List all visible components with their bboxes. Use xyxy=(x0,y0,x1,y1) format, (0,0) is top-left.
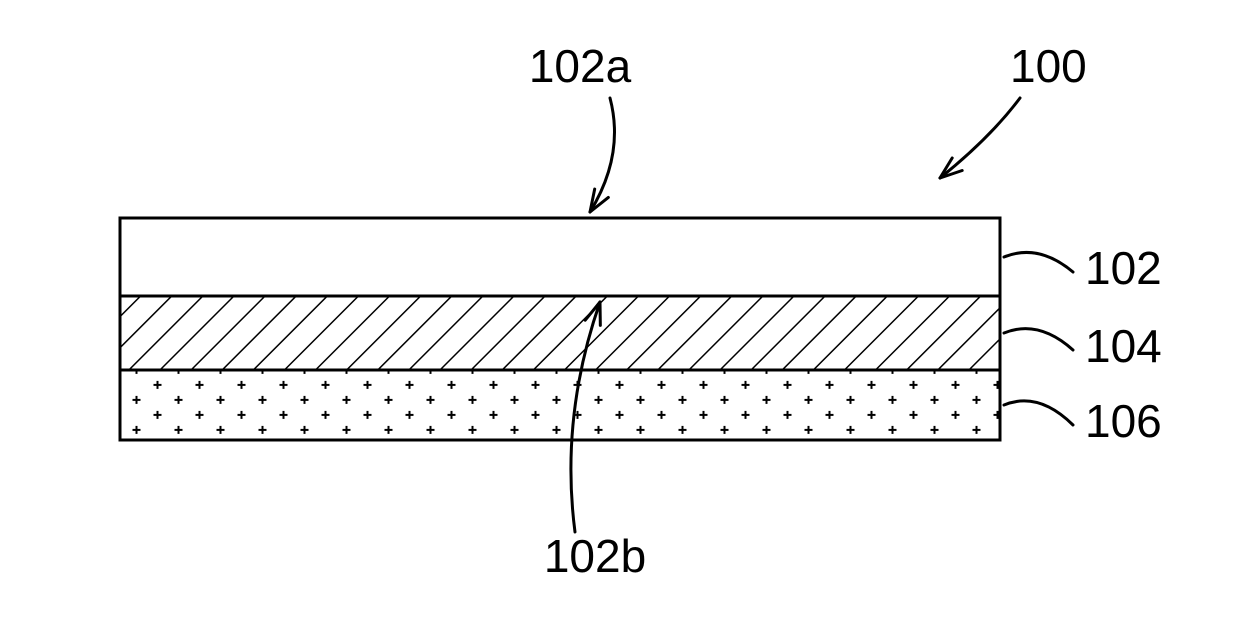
callout-104-text: 104 xyxy=(1085,320,1162,372)
callout-102a xyxy=(590,98,615,212)
layer-104 xyxy=(120,296,1000,370)
label-102b: 102b xyxy=(544,530,646,582)
callout-102-text: 102 xyxy=(1085,242,1162,294)
label-102a: 102a xyxy=(529,40,632,92)
callout-106 xyxy=(1004,401,1073,425)
callout-104 xyxy=(1004,329,1073,350)
layer-106 xyxy=(120,370,1000,440)
layer-102 xyxy=(120,218,1000,296)
callout-106-text: 106 xyxy=(1085,395,1162,447)
callout-102 xyxy=(1004,252,1073,272)
callout-100 xyxy=(940,98,1020,178)
label-100: 100 xyxy=(1010,40,1087,92)
